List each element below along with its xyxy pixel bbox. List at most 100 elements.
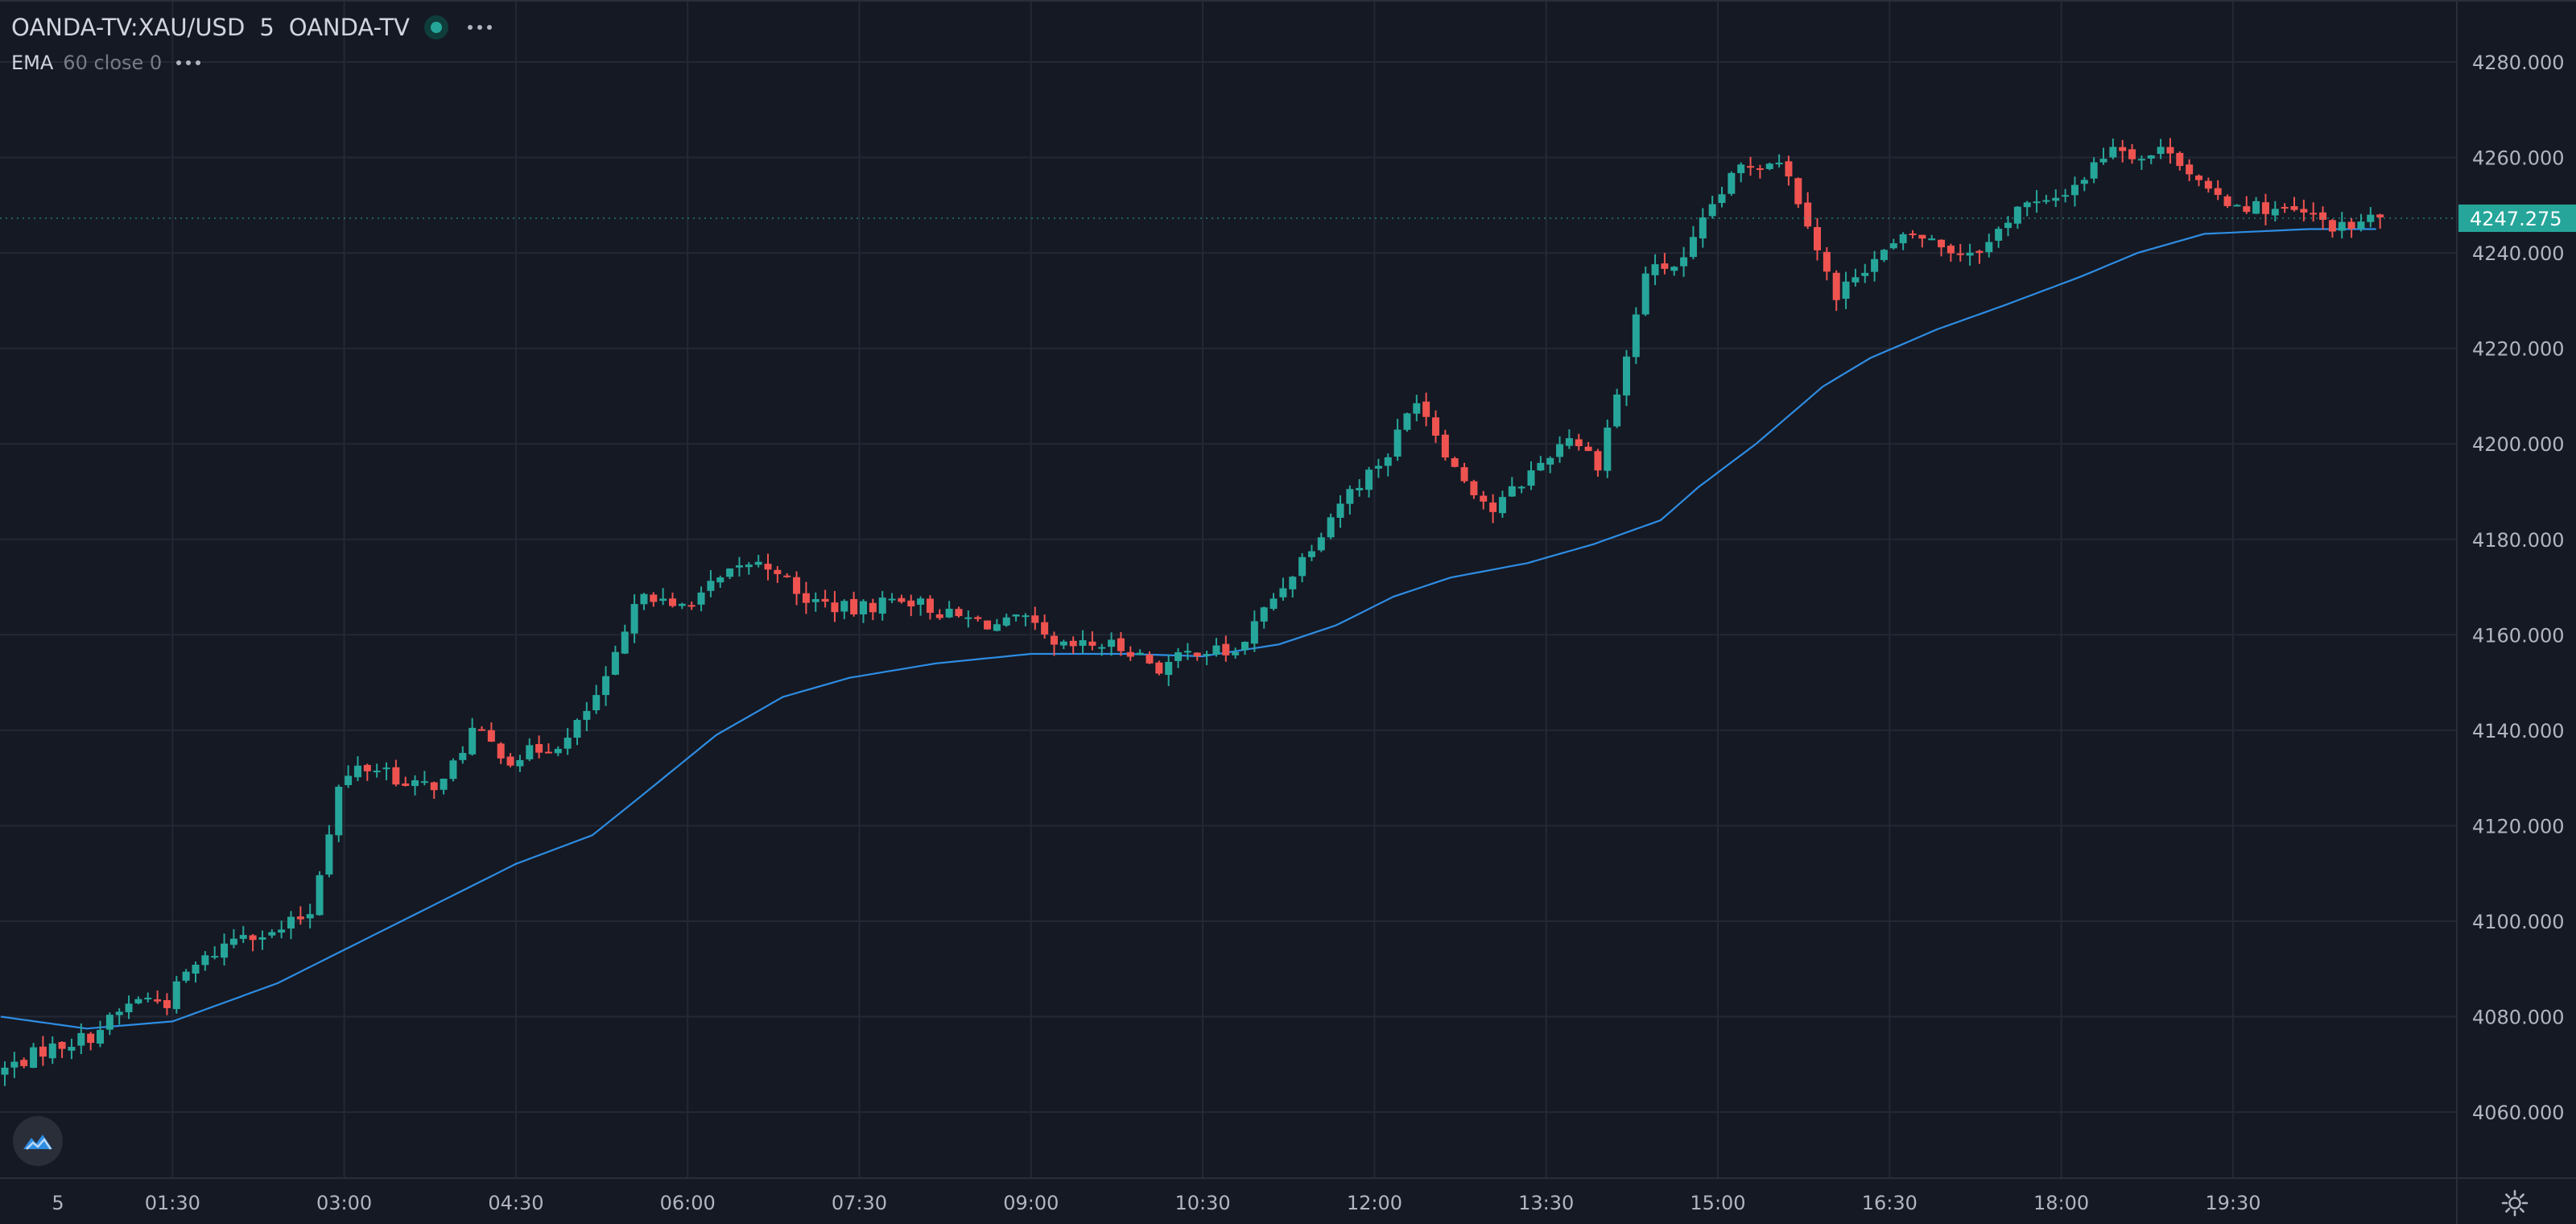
candle-body bbox=[1498, 497, 1506, 514]
candle-body bbox=[306, 914, 314, 919]
x-tick-label: 5 bbox=[52, 1192, 64, 1214]
x-tick-label: 13:30 bbox=[1518, 1192, 1574, 1214]
candle-body bbox=[650, 594, 658, 602]
candle-body bbox=[1861, 272, 1869, 276]
gear-icon[interactable] bbox=[2499, 1187, 2531, 1219]
x-tick-label: 07:30 bbox=[832, 1192, 887, 1214]
symbol-name[interactable]: OANDA-TV:XAU/USD bbox=[11, 14, 246, 41]
candle-body bbox=[1842, 281, 1850, 299]
candle-body bbox=[2328, 220, 2336, 232]
candle-body bbox=[268, 932, 276, 936]
candle-body bbox=[97, 1029, 104, 1044]
candle-body bbox=[1556, 444, 1564, 457]
candle-body bbox=[48, 1043, 56, 1059]
candle-body bbox=[2004, 222, 2012, 229]
candle-body bbox=[201, 955, 209, 966]
candle-body bbox=[1537, 462, 1545, 471]
candle-body bbox=[20, 1060, 28, 1066]
candle-body bbox=[774, 569, 782, 574]
last-price-label: 4247.275 bbox=[2470, 208, 2562, 230]
candle-body bbox=[821, 598, 829, 602]
candle-body bbox=[2252, 201, 2260, 214]
candle-body bbox=[1183, 651, 1191, 653]
candle-body bbox=[1346, 489, 1354, 504]
candle-body bbox=[1413, 403, 1421, 414]
candle-body bbox=[1126, 651, 1134, 657]
candle-body bbox=[134, 999, 142, 1004]
candle-body bbox=[87, 1033, 95, 1044]
candle-body bbox=[2070, 184, 2079, 196]
x-tick-label: 10:30 bbox=[1175, 1192, 1231, 1214]
tradingview-logo-icon[interactable] bbox=[13, 1116, 63, 1166]
candle-body bbox=[917, 598, 925, 605]
candle-body bbox=[2367, 214, 2375, 222]
candle-body bbox=[2319, 212, 2327, 220]
candle-body bbox=[2062, 195, 2070, 197]
candle-body bbox=[402, 783, 410, 786]
candle-body bbox=[1480, 495, 1488, 502]
candle-body bbox=[1899, 234, 1907, 244]
candle-body bbox=[1995, 229, 2003, 241]
candle-body bbox=[105, 1015, 114, 1030]
more-dots-icon[interactable] bbox=[463, 22, 497, 33]
indicator-more-dots-icon[interactable] bbox=[171, 57, 205, 68]
candle-body bbox=[1374, 465, 1382, 469]
y-tick-label: 4180.000 bbox=[2472, 529, 2565, 552]
candle-body bbox=[659, 598, 667, 602]
candle-body bbox=[449, 760, 457, 779]
candle-body bbox=[1785, 161, 1793, 177]
candle-body bbox=[211, 956, 219, 958]
y-tick-label: 4060.000 bbox=[2472, 1102, 2565, 1124]
candle-body bbox=[630, 604, 638, 634]
candle-body bbox=[1632, 314, 1640, 358]
candle-body bbox=[1985, 242, 1993, 253]
candle-body bbox=[1718, 194, 1726, 204]
candle-body bbox=[1699, 217, 1707, 239]
interval-label[interactable]: 5 bbox=[259, 14, 275, 41]
candle-body bbox=[1031, 615, 1039, 623]
candle-body bbox=[1689, 237, 1697, 258]
candle-body bbox=[1728, 172, 1736, 194]
candle-body bbox=[1212, 645, 1220, 655]
candle-body bbox=[1203, 654, 1211, 656]
candle-body bbox=[1794, 178, 1802, 205]
candle-body bbox=[2338, 221, 2346, 231]
candle-body bbox=[221, 943, 229, 958]
candle-body bbox=[469, 727, 477, 755]
candle-body bbox=[77, 1032, 85, 1046]
candle-body bbox=[1317, 537, 1325, 551]
candle-body bbox=[239, 935, 247, 939]
candle-body bbox=[860, 601, 867, 614]
candle-body bbox=[764, 564, 772, 570]
candle-body bbox=[745, 564, 753, 568]
candle-body bbox=[1871, 258, 1879, 272]
candle-body bbox=[1269, 598, 1278, 610]
candle-body bbox=[325, 834, 333, 875]
candle-body bbox=[1051, 635, 1058, 645]
candle-body bbox=[2033, 201, 2041, 204]
candlestick-series bbox=[1, 138, 2384, 1086]
market-open-dot-icon bbox=[424, 15, 448, 39]
candle-body bbox=[1708, 204, 1716, 217]
candle-body bbox=[583, 710, 591, 720]
candle-body bbox=[68, 1047, 76, 1051]
candle-body bbox=[687, 605, 696, 607]
y-tick-label: 4140.000 bbox=[2472, 720, 2565, 742]
candle-body bbox=[363, 764, 371, 771]
candle-body bbox=[526, 745, 534, 759]
candle-body bbox=[974, 617, 982, 619]
candle-body bbox=[888, 598, 896, 601]
candle-body bbox=[2357, 221, 2365, 229]
candle-body bbox=[1327, 517, 1335, 538]
candle-body bbox=[2147, 155, 2155, 159]
candle-body bbox=[411, 779, 419, 787]
last-price-badge bbox=[2458, 204, 2576, 232]
indicator-name[interactable]: EMA bbox=[11, 52, 54, 74]
candle-body bbox=[1393, 429, 1402, 457]
candle-body bbox=[878, 598, 886, 614]
candle-body bbox=[1852, 277, 1860, 283]
candle-body bbox=[2128, 149, 2136, 159]
candle-body bbox=[506, 756, 514, 766]
candle-body bbox=[1232, 651, 1240, 655]
